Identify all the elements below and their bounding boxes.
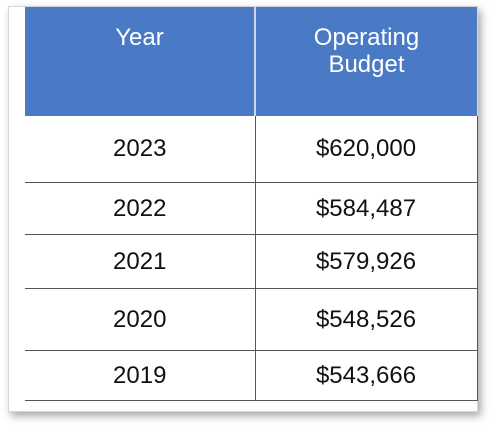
table-row: 2023 $620,000 [25, 116, 478, 183]
budget-header-line2: Budget [328, 51, 405, 78]
budget-cell: $579,926 [255, 234, 478, 289]
budget-header-label: Operating Budget [256, 7, 477, 78]
year-header-label: Year [115, 24, 164, 51]
table-row: 2021 $579,926 [25, 234, 478, 289]
table-row: 2022 $584,487 [25, 182, 478, 235]
budget-column-header: Operating Budget [255, 7, 477, 116]
year-cell: 2019 [25, 350, 256, 401]
budget-cell: $620,000 [255, 116, 478, 183]
year-cell: 2020 [25, 288, 256, 351]
year-cell: 2021 [25, 234, 256, 289]
year-cell: 2023 [25, 116, 256, 183]
table-row: 2020 $548,526 [25, 288, 478, 351]
year-cell: 2022 [25, 182, 256, 235]
budget-header-line1: Operating [313, 24, 420, 51]
header-row: Year Operating Budget [25, 7, 477, 116]
operating-budget-table: Year Operating Budget 2023 $620,000 2022 … [25, 7, 478, 401]
year-column-header: Year [25, 7, 256, 116]
budget-cell: $543,666 [255, 350, 478, 401]
budget-cell: $584,487 [255, 182, 478, 235]
table-frame: Year Operating Budget 2023 $620,000 2022 … [8, 6, 478, 412]
table-row: 2019 $543,666 [25, 350, 478, 401]
budget-cell: $548,526 [255, 288, 478, 351]
